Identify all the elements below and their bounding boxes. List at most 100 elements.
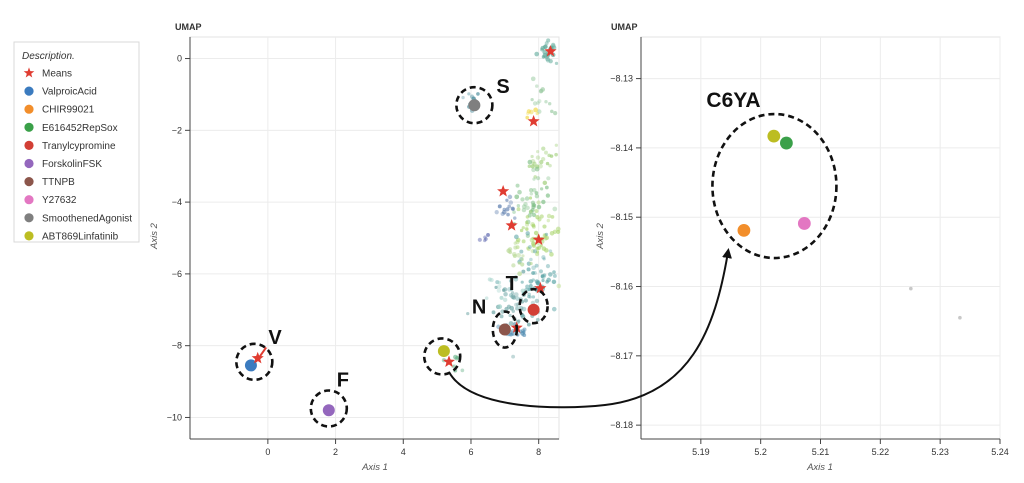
faint-cell-point	[526, 246, 530, 250]
faint-cell-point	[541, 146, 546, 151]
faint-cell-point	[535, 250, 540, 254]
faint-cell-point	[509, 305, 514, 311]
faint-cell-point	[514, 194, 520, 200]
legend-circle-marker	[24, 177, 34, 187]
annotation-label-n: N	[472, 297, 486, 319]
faint-cell-point	[539, 214, 544, 219]
legend-entry: ABT869Linfatinib	[24, 231, 119, 242]
faint-cell-point	[523, 298, 528, 303]
faint-cell-point	[489, 277, 494, 283]
faint-cell-point	[525, 115, 530, 120]
legend-circle-marker	[24, 195, 34, 205]
faint-cell-point	[535, 317, 540, 322]
faint-cell-point	[508, 321, 514, 326]
mean-star-marker	[527, 114, 540, 127]
faint-cell-point	[536, 246, 541, 251]
faint-cell-point	[546, 38, 551, 43]
legend-box	[13, 41, 140, 243]
y-tick-label: −8.17	[610, 351, 633, 361]
faint-cell-point	[532, 101, 538, 106]
faint-cell-point	[544, 100, 548, 104]
faint-cell-point	[541, 55, 546, 59]
faint-cell-point	[546, 277, 551, 283]
faint-cell-point	[508, 200, 514, 205]
legend-entry: Means	[23, 67, 72, 80]
faint-cell-point	[541, 199, 546, 205]
faint-cell-point	[529, 209, 533, 214]
zoom-connector-arrow	[448, 248, 732, 409]
faint-cell-point	[541, 278, 545, 283]
faint-cell-point	[531, 212, 537, 218]
faint-cell-point	[453, 354, 458, 360]
chart1-x-axis-label: Axis 1	[361, 462, 388, 473]
faint-cell-point	[511, 354, 516, 359]
faint-cell-point	[483, 235, 487, 239]
faint-cell-point	[517, 189, 522, 195]
chart1-y-axis-label: Axis 2	[149, 222, 160, 250]
faint-cell-point	[532, 188, 537, 193]
faint-cell-point	[544, 150, 548, 155]
faint-cell-point	[515, 183, 520, 188]
faint-cell-point	[534, 191, 539, 195]
faint-cell-point	[546, 213, 552, 219]
faint-cell-point	[531, 271, 535, 275]
faint-cell-point	[537, 99, 542, 104]
x-tick-label: 5.21	[812, 447, 830, 457]
faint-cell-point	[525, 227, 529, 232]
faint-cell-point	[513, 216, 517, 220]
point-chir99021	[737, 223, 751, 237]
legend-circle-marker	[24, 86, 34, 96]
faint-cell-point	[556, 283, 562, 289]
faint-cell-point	[528, 209, 534, 215]
faint-cell-point	[524, 196, 530, 201]
faint-cell-point	[539, 187, 544, 191]
faint-cell-point	[520, 262, 525, 267]
legend-label: ABT869Linfatinib	[42, 231, 119, 242]
faint-cell-point	[545, 161, 550, 166]
faint-cell-point	[532, 177, 536, 181]
faint-cell-point	[512, 254, 517, 258]
point-smoothenedagonist	[468, 99, 481, 112]
faint-cell-point	[539, 244, 544, 248]
faint-cell-point	[533, 107, 539, 113]
legend-label: Y27632	[42, 195, 77, 206]
x-tick-label: 5.19	[692, 447, 710, 457]
annotation-circle	[518, 287, 549, 325]
annotation-circle	[711, 112, 838, 260]
faint-cell-point	[546, 218, 551, 223]
point-y27632	[797, 217, 811, 230]
faint-cell-point	[516, 204, 521, 208]
faint-cell-point	[548, 163, 552, 168]
faint-cell-point	[515, 306, 520, 311]
faint-cell-point	[546, 176, 551, 181]
faint-cell-point	[549, 230, 555, 236]
faint-cell-point	[548, 58, 553, 64]
faint-cell-point	[484, 237, 488, 241]
faint-cell-point	[552, 270, 556, 274]
faint-cell-point	[496, 284, 502, 289]
faint-cell-point	[528, 295, 532, 299]
faint-cell-point	[509, 332, 513, 337]
chart2-y-axis-label: Axis 2	[595, 222, 606, 250]
x-tick-label: 4	[401, 447, 406, 457]
faint-cell-point	[519, 228, 524, 233]
faint-cell-point	[909, 286, 913, 291]
legend-entry: Y27632	[24, 195, 77, 206]
chart1-title: UMAP	[175, 22, 202, 32]
faint-cell-point	[502, 297, 508, 303]
faint-cell-point	[514, 275, 518, 279]
faint-cell-point	[530, 154, 534, 159]
faint-cell-point	[491, 310, 496, 315]
mean-star-marker	[505, 219, 518, 231]
faint-cell-point	[506, 248, 512, 254]
x-tick-label: 6	[468, 447, 473, 457]
faint-cell-point	[545, 56, 550, 62]
annotation-circle	[422, 337, 462, 376]
faint-cell-point	[483, 238, 487, 243]
faint-cell-point	[531, 224, 536, 229]
faint-cell-point	[487, 277, 492, 282]
mean-star-marker	[497, 184, 510, 197]
faint-cell-point	[519, 249, 524, 254]
faint-cell-point	[486, 233, 490, 237]
y-tick-label: −8.16	[610, 282, 633, 292]
